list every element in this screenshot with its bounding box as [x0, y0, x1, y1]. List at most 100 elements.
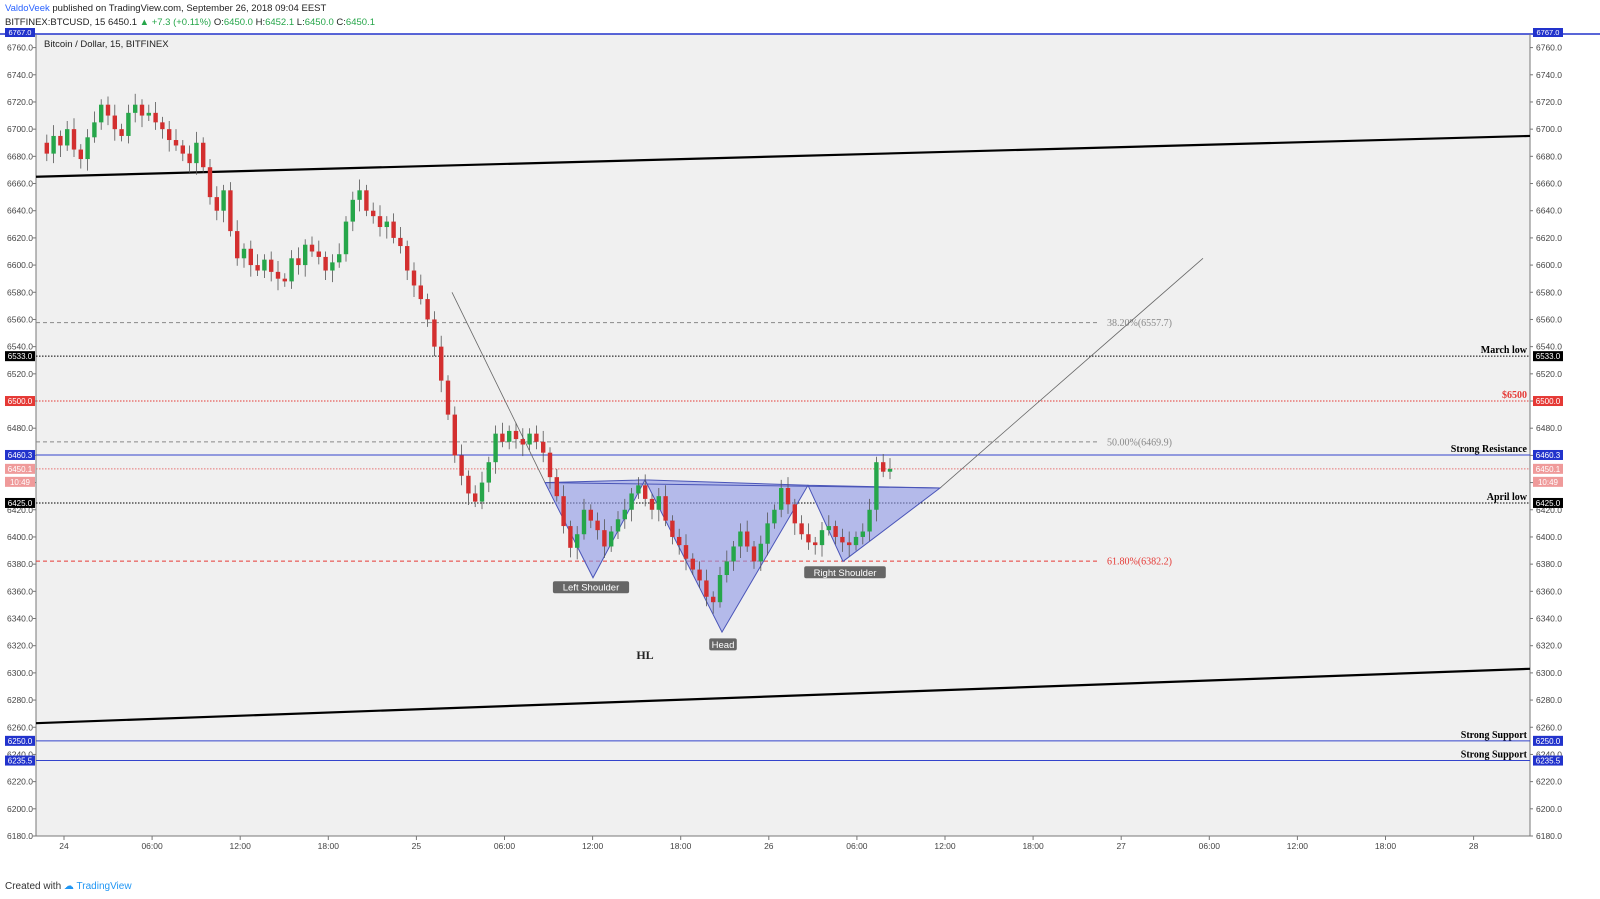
- candle-body: [105, 104, 111, 116]
- level-label: Strong Resistance: [1451, 444, 1528, 455]
- upper-channel-line: [35, 134, 1531, 178]
- price-tag-left-text: 6533.0: [8, 352, 33, 361]
- time-tag-right-text: 10:49: [1538, 478, 1559, 487]
- candle-body: [520, 439, 525, 445]
- candle-body: [282, 278, 287, 282]
- time-tag-left: [5, 476, 35, 487]
- y-tick-label-right: 6640.0: [1536, 206, 1562, 216]
- candle-body: [99, 104, 104, 123]
- x-tick-label: 26: [764, 841, 774, 851]
- y-tick-label-right: 6360.0: [1536, 586, 1562, 596]
- x-tick-label: 25: [412, 841, 422, 851]
- candle-body: [357, 190, 362, 200]
- candle-body: [663, 496, 668, 521]
- y-tick-label-left: 6480.0: [7, 423, 33, 433]
- candle-body: [214, 197, 219, 211]
- candle-body: [874, 462, 879, 510]
- y-tick-label-right: 6480.0: [1536, 423, 1562, 433]
- price-tag-right: [1533, 449, 1563, 460]
- candle-body: [541, 441, 546, 453]
- level-label: March low: [1481, 345, 1528, 356]
- x-tick-label: 06:00: [1199, 841, 1221, 851]
- y-tick-label-left: 6300.0: [7, 668, 33, 678]
- candle-body: [751, 546, 757, 562]
- y-tick-label-right: 6660.0: [1536, 179, 1562, 189]
- x-tick-label: 27: [1116, 841, 1126, 851]
- x-tick-label: 06:00: [846, 841, 868, 851]
- candle-body: [575, 534, 580, 548]
- candle-body: [92, 122, 97, 138]
- candle-body: [371, 210, 376, 217]
- candle-body: [452, 414, 457, 456]
- candle-body: [826, 526, 831, 531]
- candle-body: [507, 430, 512, 442]
- candle-body: [262, 259, 267, 271]
- candle-body: [221, 190, 226, 211]
- price-change: ▲ +7.3 (+0.11%): [139, 17, 212, 28]
- low-label: L:: [296, 17, 305, 28]
- candle-body: [779, 488, 784, 510]
- price-tag-left: [5, 735, 35, 746]
- y-tick-label-right: 6720.0: [1536, 97, 1562, 107]
- candle-body: [785, 488, 791, 505]
- candle-body: [561, 496, 566, 527]
- price-tag-left: [5, 755, 35, 766]
- price-tag-right: [1533, 463, 1563, 474]
- price-tag-right: [1533, 497, 1563, 508]
- price-tag-right: [1533, 755, 1563, 766]
- candle-body: [405, 246, 410, 271]
- candle-body: [153, 112, 158, 123]
- candle-body: [792, 504, 797, 524]
- candle-body: [398, 237, 403, 247]
- candle-body: [629, 493, 634, 510]
- level-label: April low: [1487, 492, 1528, 503]
- candle-body: [432, 319, 437, 347]
- candle-body: [581, 509, 587, 535]
- candle-body: [391, 221, 396, 238]
- y-tick-label-left: 6660.0: [7, 179, 33, 189]
- candle-body: [255, 265, 260, 271]
- price-tag-left-text: 6450.1: [8, 465, 33, 474]
- last-price: 6450.1: [107, 17, 138, 28]
- candle-body: [704, 580, 709, 597]
- price-tag-left-text: 6500.0: [8, 397, 33, 406]
- x-tick-label: 18:00: [1022, 841, 1044, 851]
- price-tag-right-text: 6450.1: [1536, 465, 1561, 474]
- candle-body: [806, 534, 811, 543]
- candle-body: [717, 575, 723, 603]
- y-tick-label-left: 6740.0: [7, 70, 33, 80]
- y-tick-label-left: 6720.0: [7, 97, 33, 107]
- y-tick-label-left: 6260.0: [7, 722, 33, 732]
- y-tick-label-right: 6540.0: [1536, 342, 1562, 352]
- candle-body: [241, 248, 247, 259]
- candle-body: [738, 531, 743, 547]
- price-chart[interactable]: 6180.0 6180.0 6200.0 6200.0 6220.0 6220.0 6240…: [0, 0, 1600, 878]
- y-tick-label-right: 6560.0: [1536, 314, 1562, 324]
- candle-body: [643, 485, 648, 499]
- author-link[interactable]: ValdoVeek: [5, 3, 50, 14]
- candle-body: [173, 140, 179, 146]
- x-tick-label: 18:00: [1375, 841, 1397, 851]
- candle-body: [439, 346, 444, 381]
- price-tag-left-text: 6425.0: [8, 499, 33, 508]
- candle-body: [303, 244, 308, 266]
- y-tick-label-right: 6760.0: [1536, 43, 1562, 53]
- candle-body: [609, 531, 614, 547]
- candle-body: [65, 129, 70, 146]
- candle-body: [656, 496, 661, 510]
- candle-body: [554, 477, 559, 497]
- created-with-text: Created with: [5, 881, 62, 892]
- tradingview-logo[interactable]: ☁ TradingView: [63, 881, 132, 892]
- plot-background: [36, 34, 1530, 836]
- candle-body: [622, 509, 627, 520]
- price-tag-left: [5, 449, 35, 460]
- candle-body: [316, 251, 321, 257]
- low-value: 6450.0: [304, 17, 334, 28]
- y-tick-label-left: 6380.0: [7, 559, 33, 569]
- high-value: 6452.1: [265, 17, 295, 28]
- price-tag-left: [5, 396, 35, 407]
- y-tick-label-right: 6200.0: [1536, 804, 1562, 814]
- y-tick-label-right: 6320.0: [1536, 641, 1562, 651]
- candle-body: [595, 520, 600, 531]
- candle-body: [350, 199, 355, 222]
